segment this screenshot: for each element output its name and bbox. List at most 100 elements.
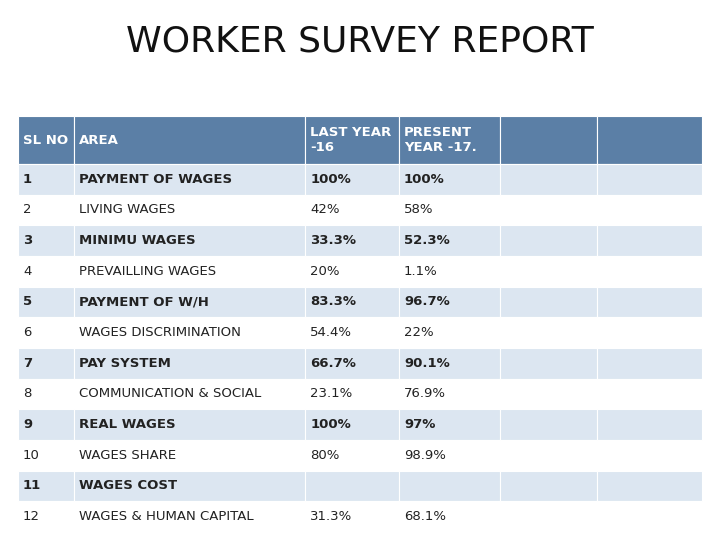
Bar [305,287,399,317]
Text: 8: 8 [23,387,32,400]
Text: PAYMENT OF WAGES: PAYMENT OF WAGES [79,173,233,186]
Bar [399,317,500,348]
Text: 66.7%: 66.7% [310,357,356,370]
Bar [305,116,399,164]
Bar [500,440,598,470]
Bar [18,379,74,409]
Bar [18,225,74,256]
Bar [74,116,305,164]
Bar [399,379,500,409]
Text: LIVING WAGES: LIVING WAGES [79,204,176,217]
Bar [598,409,702,440]
Bar [305,379,399,409]
Bar [500,409,598,440]
Bar [598,379,702,409]
Bar [18,317,74,348]
Bar [399,194,500,225]
Bar [74,225,305,256]
Text: 33.3%: 33.3% [310,234,356,247]
Text: WAGES COST: WAGES COST [79,480,177,492]
Bar [74,379,305,409]
Bar [18,194,74,225]
Bar [500,317,598,348]
Text: MINIMU WAGES: MINIMU WAGES [79,234,196,247]
Text: COMMUNICATION & SOCIAL: COMMUNICATION & SOCIAL [79,387,261,400]
Bar [598,287,702,317]
Text: 42%: 42% [310,204,340,217]
Text: 22%: 22% [404,326,433,339]
Bar [18,501,74,532]
Text: 12: 12 [23,510,40,523]
Bar [500,164,598,194]
Bar [598,470,702,501]
Bar [18,116,74,164]
Text: 68.1%: 68.1% [404,510,446,523]
Bar [305,164,399,194]
Bar [305,194,399,225]
Bar [500,501,598,532]
Bar [74,470,305,501]
Text: WAGES & HUMAN CAPITAL: WAGES & HUMAN CAPITAL [79,510,253,523]
Bar [598,501,702,532]
Bar [500,194,598,225]
Bar [399,501,500,532]
Bar [598,116,702,164]
Text: 23.1%: 23.1% [310,387,353,400]
Bar [598,440,702,470]
Text: 58%: 58% [404,204,433,217]
Bar [399,164,500,194]
Bar [305,409,399,440]
Bar [305,348,399,379]
Text: 9: 9 [23,418,32,431]
Bar [74,409,305,440]
Text: 10: 10 [23,449,40,462]
Text: PREVAILLING WAGES: PREVAILLING WAGES [79,265,216,278]
Bar [18,164,74,194]
Text: 3: 3 [23,234,32,247]
Bar [18,470,74,501]
Bar [305,225,399,256]
Text: 7: 7 [23,357,32,370]
Bar [305,256,399,287]
Bar [74,287,305,317]
Bar [399,287,500,317]
Bar [598,256,702,287]
Bar [18,348,74,379]
Bar [500,287,598,317]
Text: PAYMENT OF W/H: PAYMENT OF W/H [79,295,209,308]
Text: 11: 11 [23,480,41,492]
Bar [500,379,598,409]
Bar [305,317,399,348]
Text: 100%: 100% [404,173,445,186]
Text: AREA: AREA [79,133,119,146]
Bar [18,440,74,470]
Bar [18,287,74,317]
Text: 100%: 100% [310,173,351,186]
Text: 31.3%: 31.3% [310,510,353,523]
Text: 1: 1 [23,173,32,186]
Bar [399,116,500,164]
Text: 80%: 80% [310,449,340,462]
Text: 90.1%: 90.1% [404,357,450,370]
Text: SL NO: SL NO [23,133,68,146]
Bar [598,348,702,379]
Bar [18,409,74,440]
Bar [399,440,500,470]
Bar [74,440,305,470]
Bar [399,409,500,440]
Bar [74,348,305,379]
Text: 83.3%: 83.3% [310,295,356,308]
Text: 98.9%: 98.9% [404,449,446,462]
Text: 96.7%: 96.7% [404,295,450,308]
Bar [74,256,305,287]
Text: 100%: 100% [310,418,351,431]
Bar [74,164,305,194]
Text: 52.3%: 52.3% [404,234,450,247]
Bar [598,317,702,348]
Text: WAGES SHARE: WAGES SHARE [79,449,176,462]
Text: 4: 4 [23,265,32,278]
Bar [500,348,598,379]
Bar [598,194,702,225]
Bar [598,225,702,256]
Text: 5: 5 [23,295,32,308]
